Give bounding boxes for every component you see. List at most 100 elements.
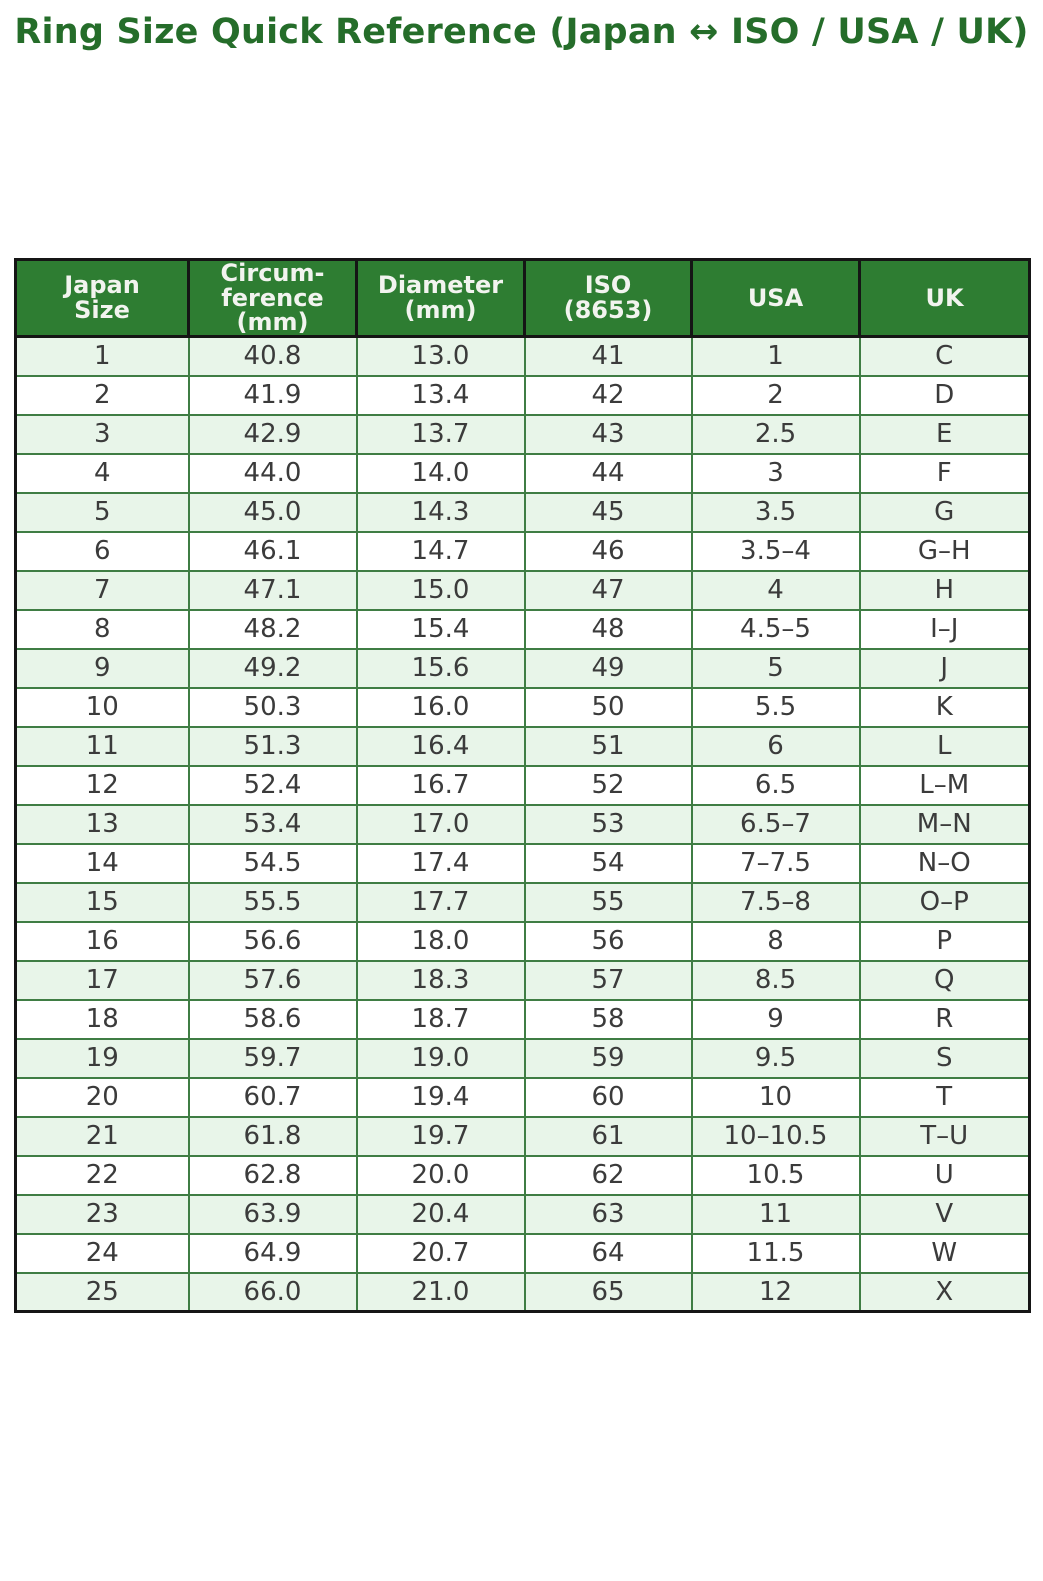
cell: 58.6 bbox=[187, 998, 358, 1040]
cell: 13.4 bbox=[355, 374, 526, 416]
cell: 23 bbox=[14, 1193, 190, 1235]
cell: 52.4 bbox=[187, 764, 358, 806]
cell: 60 bbox=[523, 1076, 693, 1118]
cell: 13.7 bbox=[355, 413, 526, 455]
cell: 11 bbox=[690, 1193, 861, 1235]
cell: W bbox=[858, 1232, 1031, 1274]
cell: 15.4 bbox=[355, 608, 526, 650]
cell: 50 bbox=[523, 686, 693, 728]
cell: 12 bbox=[690, 1271, 861, 1313]
cell: 51 bbox=[523, 725, 693, 767]
ring-size-table: Japan Size Circum- ference (mm) Diameter (… bbox=[14, 257, 1031, 1314]
cell: R bbox=[858, 998, 1031, 1040]
cell: 2 bbox=[14, 374, 190, 416]
table-row: 22 62.8 20.0 62 10.5 U bbox=[14, 1154, 1031, 1196]
table-row: 19 59.7 19.0 59 9.5 S bbox=[14, 1037, 1031, 1079]
cell: T bbox=[858, 1076, 1031, 1118]
cell: 4 bbox=[690, 569, 861, 611]
cell: 55.5 bbox=[187, 881, 358, 923]
cell: 62.8 bbox=[187, 1154, 358, 1196]
cell: 47.1 bbox=[187, 569, 358, 611]
cell: 25 bbox=[14, 1271, 190, 1313]
cell: 41 bbox=[523, 335, 693, 377]
cell: 16.4 bbox=[355, 725, 526, 767]
cell: 43 bbox=[523, 413, 693, 455]
cell: H bbox=[858, 569, 1031, 611]
cell: 8 bbox=[14, 608, 190, 650]
cell: D bbox=[858, 374, 1031, 416]
cell: 19.4 bbox=[355, 1076, 526, 1118]
cell: 5 bbox=[690, 647, 861, 689]
cell: 41.9 bbox=[187, 374, 358, 416]
cell: 20.7 bbox=[355, 1232, 526, 1274]
cell: 6.5 bbox=[690, 764, 861, 806]
cell: I–J bbox=[858, 608, 1031, 650]
cell: 15.6 bbox=[355, 647, 526, 689]
cell: 15.0 bbox=[355, 569, 526, 611]
cell: U bbox=[858, 1154, 1031, 1196]
cell: 20.0 bbox=[355, 1154, 526, 1196]
cell: 20.4 bbox=[355, 1193, 526, 1235]
cell: 18.3 bbox=[355, 959, 526, 1001]
cell: 56 bbox=[523, 920, 693, 962]
cell: L–M bbox=[858, 764, 1031, 806]
cell: 7 bbox=[14, 569, 190, 611]
cell: M–N bbox=[858, 803, 1031, 845]
cell: 48.2 bbox=[187, 608, 358, 650]
cell: 10 bbox=[690, 1076, 861, 1118]
cell: 16.7 bbox=[355, 764, 526, 806]
cell: 63 bbox=[523, 1193, 693, 1235]
cell: X bbox=[858, 1271, 1031, 1313]
table-row: 5 45.0 14.3 45 3.5 G bbox=[14, 491, 1031, 533]
cell: S bbox=[858, 1037, 1031, 1079]
cell: 66.0 bbox=[187, 1271, 358, 1313]
cell: 16.0 bbox=[355, 686, 526, 728]
column-header: UK bbox=[858, 257, 1031, 339]
cell: 1 bbox=[690, 335, 861, 377]
cell: 3.5–4 bbox=[690, 530, 861, 572]
header-row: Japan Size Circum- ference (mm) Diameter (… bbox=[14, 257, 1031, 339]
cell: 19.7 bbox=[355, 1115, 526, 1157]
table-row: 23 63.9 20.4 63 11 V bbox=[14, 1193, 1031, 1235]
table-row: 25 66.0 21.0 65 12 X bbox=[14, 1271, 1031, 1313]
cell: 47 bbox=[523, 569, 693, 611]
table-row: 13 53.4 17.0 53 6.5–7 M–N bbox=[14, 803, 1031, 845]
cell: 57.6 bbox=[187, 959, 358, 1001]
cell: 19 bbox=[14, 1037, 190, 1079]
cell: 54 bbox=[523, 842, 693, 884]
cell: 3 bbox=[14, 413, 190, 455]
cell: 14.3 bbox=[355, 491, 526, 533]
cell: 18 bbox=[14, 998, 190, 1040]
cell: 59.7 bbox=[187, 1037, 358, 1079]
cell: 53.4 bbox=[187, 803, 358, 845]
cell: 8.5 bbox=[690, 959, 861, 1001]
cell: 59 bbox=[523, 1037, 693, 1079]
cell: 18.7 bbox=[355, 998, 526, 1040]
cell: 44.0 bbox=[187, 452, 358, 494]
cell: 5 bbox=[14, 491, 190, 533]
table-row: 14 54.5 17.4 54 7–7.5 N–O bbox=[14, 842, 1031, 884]
table-row: 21 61.8 19.7 61 10–10.5 T–U bbox=[14, 1115, 1031, 1157]
table-row: 1 40.8 13.0 41 1 C bbox=[14, 335, 1031, 377]
column-header: Diameter (mm) bbox=[355, 257, 526, 339]
cell: O–P bbox=[858, 881, 1031, 923]
cell: 53 bbox=[523, 803, 693, 845]
table-row: 8 48.2 15.4 48 4.5–5 I–J bbox=[14, 608, 1031, 650]
cell: E bbox=[858, 413, 1031, 455]
cell: 5.5 bbox=[690, 686, 861, 728]
cell: 4.5–5 bbox=[690, 608, 861, 650]
table-row: 17 57.6 18.3 57 8.5 Q bbox=[14, 959, 1031, 1001]
cell: 46 bbox=[523, 530, 693, 572]
table-row: 24 64.9 20.7 64 11.5 W bbox=[14, 1232, 1031, 1274]
page: Ring Size Quick Reference (Japan ↔ ISO /… bbox=[0, 12, 1043, 1314]
cell: 2 bbox=[690, 374, 861, 416]
table-row: 18 58.6 18.7 58 9 R bbox=[14, 998, 1031, 1040]
cell: 20 bbox=[14, 1076, 190, 1118]
cell: 17.4 bbox=[355, 842, 526, 884]
table-row: 4 44.0 14.0 44 3 F bbox=[14, 452, 1031, 494]
cell: 44 bbox=[523, 452, 693, 494]
cell: 65 bbox=[523, 1271, 693, 1313]
cell: 22 bbox=[14, 1154, 190, 1196]
cell: F bbox=[858, 452, 1031, 494]
table-row: 10 50.3 16.0 50 5.5 K bbox=[14, 686, 1031, 728]
